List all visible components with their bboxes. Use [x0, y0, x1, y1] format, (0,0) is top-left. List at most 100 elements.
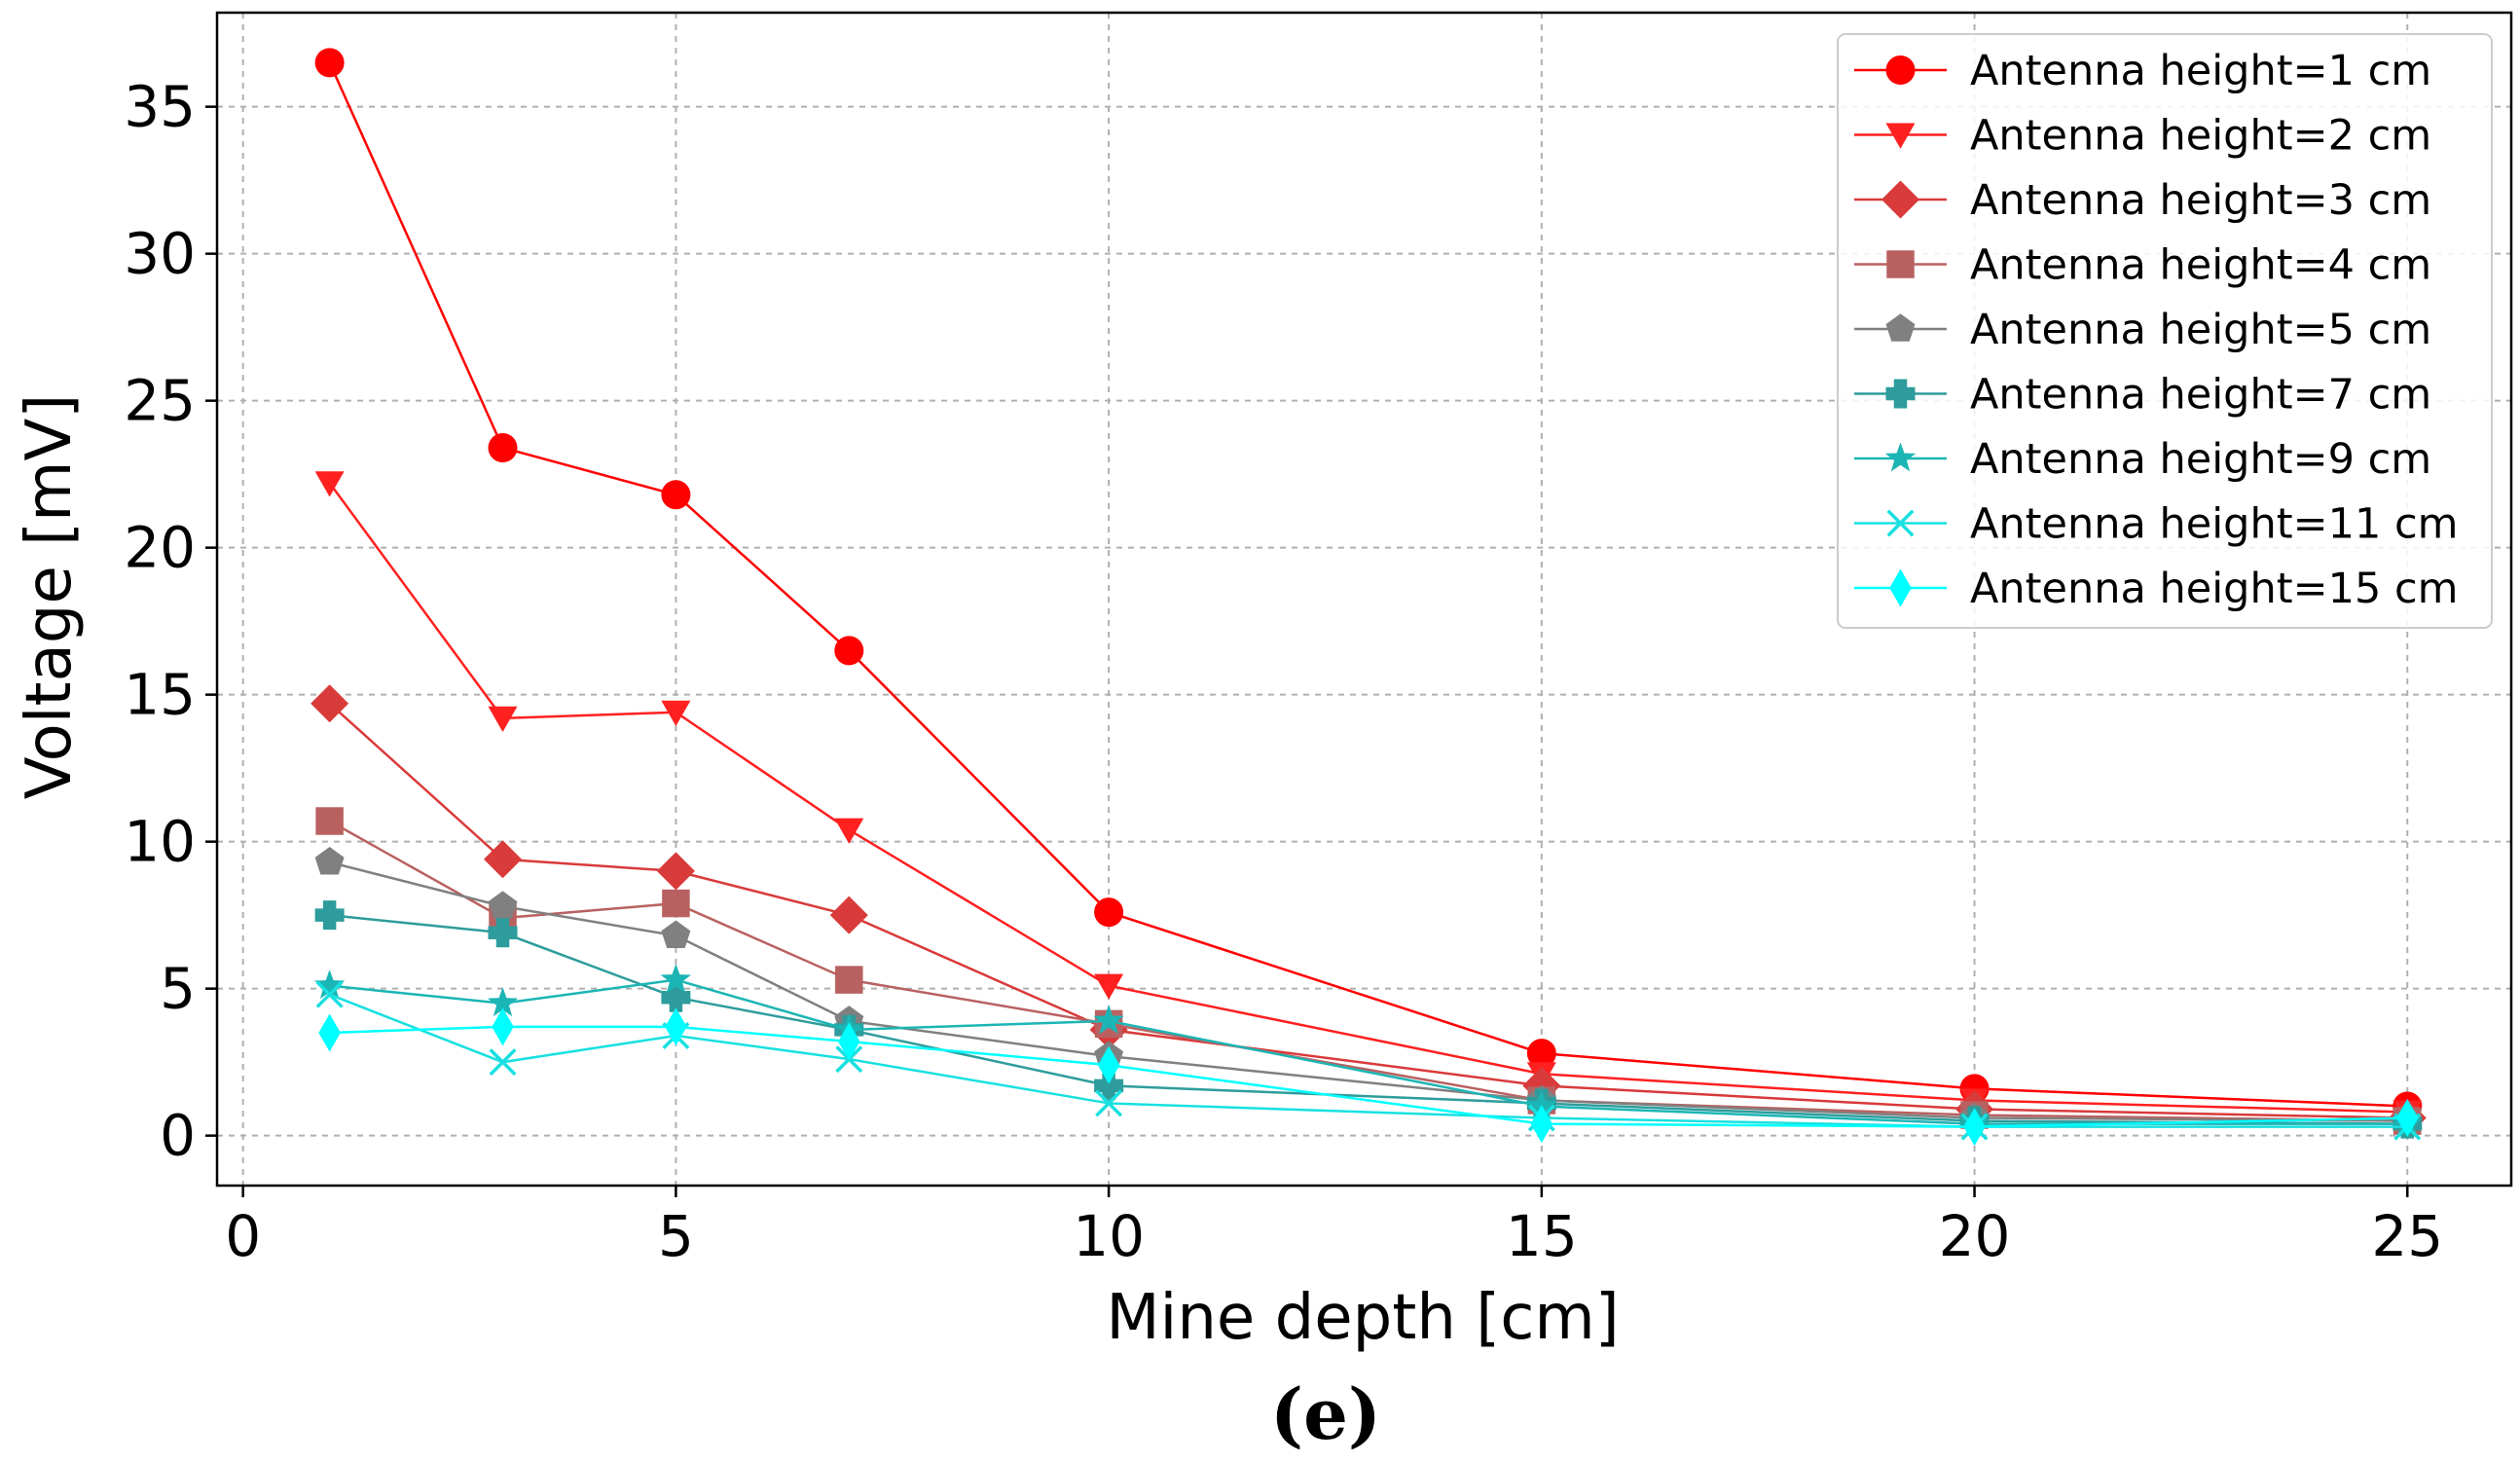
x-tick-label: 0 [225, 1203, 261, 1269]
data-point [314, 847, 345, 875]
legend-entry-5: Antenna height=5 cm [1854, 306, 2431, 354]
legend-entry-3: Antenna height=3 cm [1854, 176, 2431, 225]
data-point [1097, 1045, 1120, 1084]
legend-marker [1881, 180, 1919, 219]
legend-marker [1885, 123, 1916, 149]
x-axis-label: Mine depth [cm] [1106, 1282, 1619, 1354]
y-tick-label: 25 [124, 368, 196, 434]
series-line [328, 61, 2408, 1108]
panel-label: (e) [1270, 1372, 1381, 1455]
legend-label: Antenna height=3 cm [1970, 176, 2431, 225]
data-point [314, 900, 345, 931]
series-line [329, 993, 2408, 1128]
legend-label: Antenna height=11 cm [1970, 500, 2459, 549]
data-point [1526, 1089, 1557, 1119]
legend-entry-6: Antenna height=7 cm [1854, 371, 2431, 420]
legend-marker [1885, 55, 1916, 85]
legend: Antenna height=1 cm Antenna height=2 cm An… [1837, 33, 2493, 629]
data-point [318, 1013, 341, 1052]
plot-frame [215, 11, 2513, 1188]
data-point [661, 700, 691, 727]
y-axis-label: Voltage [mV] [14, 394, 86, 799]
series-line [329, 913, 2408, 1125]
legend-entry-1: Antenna height=1 cm [1854, 47, 2431, 95]
series-line [329, 820, 2408, 1122]
grid [217, 13, 2511, 1186]
legend-entry-2: Antenna height=2 cm [1854, 112, 2431, 161]
x-tick-label: 5 [658, 1203, 694, 1269]
data-point [1094, 973, 1124, 1000]
series-layer [310, 48, 2427, 1147]
legend-entry-8: Antenna height=11 cm [1854, 500, 2459, 549]
series-5 [314, 847, 2423, 1134]
data-point [488, 432, 518, 462]
legend-label: Antenna height=15 cm [1970, 565, 2459, 613]
legend-label: Antenna height=7 cm [1970, 371, 2431, 420]
y-tick-label: 30 [124, 221, 196, 287]
y-tick-label: 20 [124, 515, 196, 581]
data-point [662, 889, 690, 918]
axes: 0 5 10 15 20 25 0 5 10 15 20 25 30 35 [124, 11, 2513, 1269]
series-line [328, 482, 2408, 1114]
legend-label: Antenna height=5 cm [1970, 306, 2431, 354]
legend-box [1837, 33, 2493, 629]
data-point [829, 896, 868, 934]
legend-label: Antenna height=4 cm [1970, 241, 2431, 290]
x-tick-label: 15 [1506, 1203, 1578, 1269]
data-point [1963, 1108, 1986, 1147]
legend-entry-4: Antenna height=4 cm [1854, 241, 2431, 290]
data-point [1093, 1005, 1124, 1035]
series-9 [318, 1007, 2419, 1147]
data-point [1094, 897, 1124, 928]
data-point [314, 48, 345, 78]
data-point [834, 818, 864, 844]
data-point [1530, 1105, 1553, 1144]
data-point [1526, 1039, 1556, 1069]
data-point [484, 840, 523, 879]
legend-marker [1889, 568, 1912, 607]
legend-entry-9: Antenna height=15 cm [1854, 565, 2459, 613]
y-tick-label: 5 [160, 956, 196, 1022]
y-tick-label: 15 [124, 662, 196, 728]
data-point [2396, 1099, 2419, 1138]
data-point [488, 918, 518, 948]
data-point [660, 964, 692, 993]
data-point [1095, 1089, 1123, 1117]
series-line [329, 978, 2408, 1125]
data-point [315, 980, 344, 1008]
data-point [661, 982, 691, 1012]
legend-label: Antenna height=9 cm [1970, 435, 2431, 484]
data-point [488, 891, 518, 919]
legend-label: Antenna height=2 cm [1970, 112, 2431, 161]
data-point [834, 636, 864, 666]
legend-entry-7: Antenna height=9 cm [1854, 435, 2431, 484]
data-point [492, 1007, 514, 1046]
y-tick-label: 0 [160, 1103, 196, 1169]
series-4 [315, 807, 2422, 1135]
data-point [315, 807, 344, 835]
data-point [838, 1022, 860, 1061]
data-point [313, 969, 346, 999]
x-tick-label: 25 [2371, 1203, 2443, 1269]
data-point [487, 987, 519, 1017]
data-point [661, 480, 691, 510]
y-tick-label: 35 [124, 74, 196, 140]
data-point [489, 1048, 517, 1077]
legend-marker [1886, 250, 1915, 278]
series-line [329, 860, 2408, 1122]
data-point [488, 706, 518, 733]
legend-marker [1885, 313, 1916, 342]
data-point [661, 920, 691, 949]
series-line [329, 1025, 2408, 1128]
legend-label: Antenna height=1 cm [1970, 47, 2431, 95]
series-line [328, 702, 2408, 1119]
legend-marker [1886, 509, 1915, 537]
y-tick-label: 10 [124, 809, 196, 875]
x-tick-label: 10 [1073, 1203, 1145, 1269]
legend-marker [1885, 379, 1916, 409]
x-tick-label: 20 [1939, 1203, 2011, 1269]
data-point [835, 966, 863, 994]
data-point [314, 471, 345, 497]
legend-marker [1884, 442, 1917, 472]
data-point [656, 852, 695, 891]
